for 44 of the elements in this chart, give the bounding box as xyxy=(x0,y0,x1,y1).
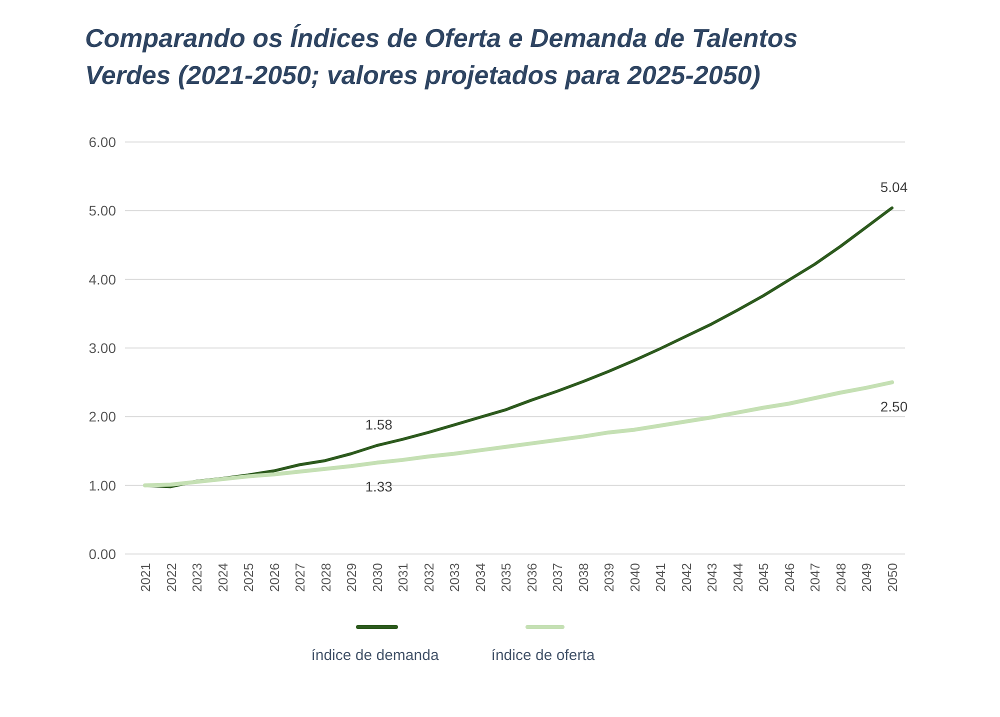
x-tick-label: 2038 xyxy=(576,563,591,592)
x-tick-label: 2033 xyxy=(447,563,462,592)
data-label: 5.04 xyxy=(880,178,908,195)
data-label: 2.50 xyxy=(880,398,908,414)
x-tick-label: 2041 xyxy=(653,563,668,592)
x-tick-label: 2024 xyxy=(215,563,230,592)
x-tick-label: 2021 xyxy=(138,563,153,592)
chart-title: Comparando os Índices de Oferta e Demanda de Talentos Verdes (2021-2050; valores projetados para 2025-2050) xyxy=(85,23,798,90)
x-tick-label: 2022 xyxy=(164,563,179,592)
x-tick-label: 2032 xyxy=(421,563,436,592)
x-tick-label: 2035 xyxy=(498,563,514,592)
x-tick-label: 2037 xyxy=(550,563,566,592)
x-tick-label: 2025 xyxy=(241,563,256,592)
x-tick-label: 2048 xyxy=(833,563,848,592)
x-tick-label: 2029 xyxy=(344,563,360,592)
x-tick-label: 2026 xyxy=(266,563,282,592)
x-tick-label: 2047 xyxy=(808,563,823,592)
x-tick-label: 2028 xyxy=(318,563,334,592)
y-tick-label: 5.00 xyxy=(88,202,116,219)
x-tick-label: 2023 xyxy=(190,563,205,592)
x-tick-label: 2045 xyxy=(756,563,772,592)
x-tick-label: 2040 xyxy=(627,563,642,592)
y-tick-label: 0.00 xyxy=(88,546,116,562)
x-tick-label: 2034 xyxy=(472,563,488,592)
legend-label: índice de oferta xyxy=(491,647,596,664)
legend-label: índice de demanda xyxy=(311,647,440,664)
y-tick-label: 2.00 xyxy=(88,408,116,425)
y-tick-label: 4.00 xyxy=(88,271,116,288)
x-tick-label: 2043 xyxy=(704,563,720,592)
y-tick-label: 1.00 xyxy=(88,477,116,494)
x-tick-label: 2027 xyxy=(292,563,308,592)
data-label: 1.33 xyxy=(365,478,393,495)
x-tick-label: 2039 xyxy=(602,563,617,592)
x-tick-label: 2049 xyxy=(859,563,874,592)
x-tick-label: 2050 xyxy=(885,563,900,592)
y-tick-label: 6.00 xyxy=(88,134,116,150)
y-tick-label: 3.00 xyxy=(88,340,116,356)
x-tick-label: 2036 xyxy=(524,563,540,592)
x-tick-label: 2031 xyxy=(396,563,411,592)
data-label: 1.58 xyxy=(365,416,393,433)
x-tick-label: 2030 xyxy=(370,563,385,592)
x-tick-label: 2042 xyxy=(678,563,694,592)
x-tick-label: 2044 xyxy=(730,563,746,592)
x-tick-label: 2046 xyxy=(782,563,797,592)
